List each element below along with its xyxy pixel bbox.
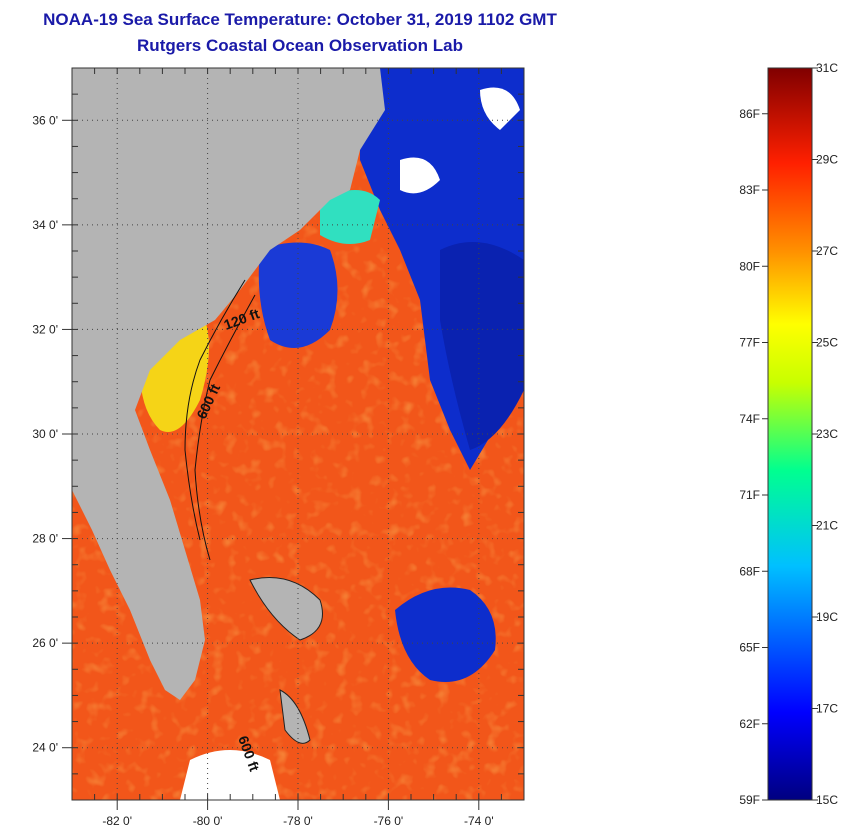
colorbar-celsius-label: 27C <box>816 244 838 258</box>
colorbar-celsius-label: 15C <box>816 793 838 807</box>
map-subtitle: Rutgers Coastal Ocean Observation Lab <box>137 36 463 55</box>
cloud-patch <box>180 750 280 800</box>
colorbar-celsius-label: 23C <box>816 427 838 441</box>
contour-120ft <box>184 279 246 541</box>
lon-tick-label: -78 0' <box>283 814 313 828</box>
map-grid <box>72 68 524 800</box>
bahamas-island <box>249 577 323 641</box>
colorbar-fahrenheit-label: 71F <box>739 488 760 502</box>
latitude-axis: 36 0' 34 0' 32 0' 30 0' 28 0' 26 0' 24 0' <box>32 67 524 801</box>
colorbar-fahrenheit-label: 80F <box>739 259 760 273</box>
colorbar-fahrenheit-label: 74F <box>739 412 760 426</box>
lon-tick-label: -82 0' <box>102 814 132 828</box>
lat-tick-label: 30 0' <box>32 427 58 441</box>
lat-tick-label: 26 0' <box>32 636 58 650</box>
cool-water-shelf <box>258 242 338 348</box>
shelf-yellow <box>140 320 209 432</box>
lon-tick-label: -80 0' <box>193 814 223 828</box>
colorbar-celsius-label: 31C <box>816 61 838 75</box>
colorbar-celsius-label: 21C <box>816 519 838 533</box>
lon-tick-label: -76 0' <box>374 814 404 828</box>
cool-water-cyan <box>320 190 380 244</box>
colorbar-fahrenheit-label: 59F <box>739 793 760 807</box>
colorbar-fahrenheit-label: 83F <box>739 183 760 197</box>
lon-tick-label: -74 0' <box>464 814 494 828</box>
colorbar-fahrenheit-label: 77F <box>739 336 760 350</box>
colorbar-celsius-label: 19C <box>816 610 838 624</box>
cool-water-south <box>395 587 496 682</box>
colorbar-fahrenheit-label: 86F <box>739 107 760 121</box>
contour-600ft <box>194 294 256 561</box>
colorbar-fahrenheit-label: 62F <box>739 717 760 731</box>
colorbar-celsius-label: 29C <box>816 153 838 167</box>
map-title: NOAA-19 Sea Surface Temperature: October… <box>43 10 557 29</box>
colorbar-fahrenheit-label: 65F <box>739 641 760 655</box>
cloud-patch <box>400 157 440 194</box>
land-florida-georgia <box>72 68 385 700</box>
colorbar-celsius-scale: 31C 29C 27C 25C 23C 21C 19C 17C 15C <box>812 61 838 807</box>
lat-tick-label: 24 0' <box>32 741 58 755</box>
colorbar-fahrenheit-label: 68F <box>739 564 760 578</box>
lat-tick-label: 32 0' <box>32 322 58 336</box>
longitude-axis: -82 0' -80 0' -78 0' -76 0' -74 0' <box>71 68 525 828</box>
colorbar-celsius-label: 25C <box>816 336 838 350</box>
colorbar <box>767 67 813 801</box>
colorbar-celsius-label: 17C <box>816 702 838 716</box>
lat-tick-label: 34 0' <box>32 218 58 232</box>
cloud-patch <box>480 87 520 130</box>
cool-water-east <box>440 242 524 450</box>
lat-tick-label: 36 0' <box>32 113 58 127</box>
bahamas-island <box>279 689 311 744</box>
lat-tick-label: 28 0' <box>32 532 58 546</box>
colorbar-fahrenheit-scale: 86F 83F 80F 77F 74F 71F 68F 65F 62F 59F <box>739 107 768 807</box>
